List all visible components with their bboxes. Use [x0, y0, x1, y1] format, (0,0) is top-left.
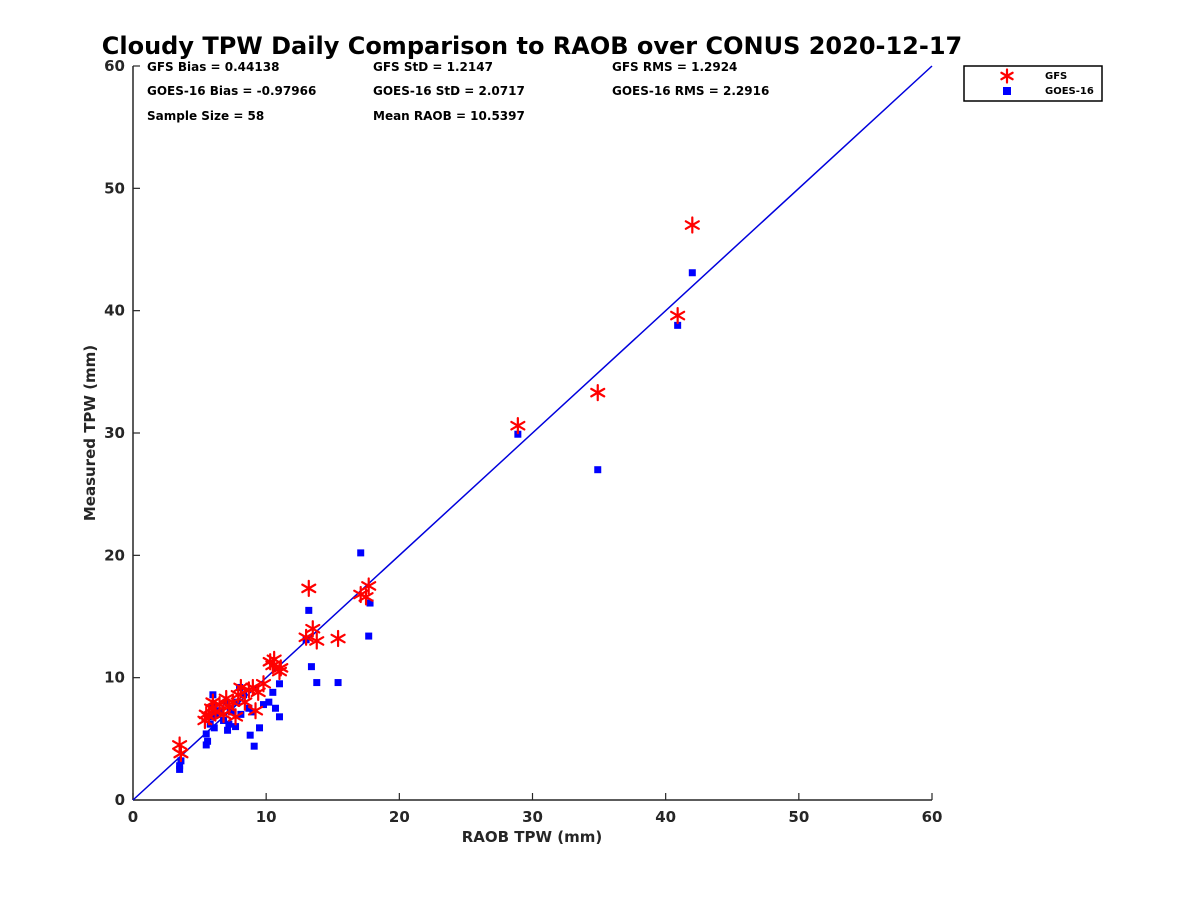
- goes-16-point: [240, 691, 248, 699]
- gfs-point: [330, 629, 346, 648]
- goes-16-point: [594, 466, 602, 474]
- legend-gfs-label: GFS: [1045, 71, 1067, 82]
- goes-16-point: [305, 606, 313, 614]
- goes-16-point: [256, 724, 264, 732]
- y-tick-label: 20: [104, 546, 125, 564]
- goes-16-point: [225, 720, 233, 728]
- stat-mean-raob: Mean RAOB = 10.5397: [373, 109, 525, 123]
- x-axis-label: RAOB TPW (mm): [462, 828, 603, 846]
- gfs-point: [233, 678, 249, 697]
- legend: GFS GOES-16: [963, 65, 1103, 102]
- y-tick-label: 0: [115, 791, 125, 809]
- legend-goes-marker: [1003, 87, 1011, 95]
- x-tick-label: 10: [256, 808, 277, 826]
- goes-16-point: [204, 737, 212, 745]
- goes-16-point: [275, 713, 283, 721]
- y-tick-label: 30: [104, 424, 125, 442]
- series-gfs: [172, 216, 700, 763]
- goes-16-point: [260, 701, 268, 709]
- gfs-point: [305, 620, 321, 638]
- gfs-point: [172, 736, 188, 754]
- goes-16-point: [313, 679, 321, 687]
- gfs-point: [237, 693, 253, 711]
- gfs-point: [361, 577, 377, 595]
- goes-16-point: [224, 726, 232, 734]
- x-tick-label: 0: [128, 808, 138, 826]
- gfs-point: [590, 384, 606, 402]
- stat-gfs-std: GFS StD = 1.2147: [373, 60, 493, 74]
- y-tick-label: 60: [104, 57, 125, 75]
- goes-16-point: [269, 688, 277, 696]
- goes-16-point: [202, 741, 210, 749]
- goes-16-point: [232, 723, 240, 731]
- gfs-point: [273, 659, 289, 677]
- gfs-point: [247, 702, 264, 720]
- legend-box: [963, 65, 1103, 102]
- goes-16-point: [229, 708, 237, 716]
- stat-gfs-bias: GFS Bias = 0.44138: [147, 60, 279, 74]
- legend-gfs-marker: [1000, 68, 1014, 84]
- gfs-point: [309, 632, 325, 650]
- stat-goes-std: GOES-16 StD = 2.0717: [373, 84, 525, 98]
- goes-16-point: [674, 321, 682, 329]
- gfs-point: [670, 306, 686, 325]
- goes-16-point: [202, 730, 210, 738]
- y-axis-label: Measured TPW (mm): [81, 345, 99, 521]
- gfs-point: [358, 588, 374, 606]
- stat-sample-size: Sample Size = 58: [147, 109, 264, 123]
- goes-16-point: [176, 765, 184, 773]
- y-tick-label: 50: [104, 179, 125, 197]
- gfs-point: [510, 417, 526, 435]
- stat-gfs-rms: GFS RMS = 1.2924: [612, 60, 737, 74]
- goes-16-point: [176, 762, 184, 770]
- goes-16-point: [688, 269, 696, 277]
- stats-block: GFS Bias = 0.44138 GFS StD = 1.2147 GFS …: [147, 60, 769, 123]
- gfs-legend-asterisk: [1000, 68, 1014, 84]
- x-tick-label: 40: [655, 808, 676, 826]
- goes-16-point: [365, 632, 373, 640]
- goes-16-point: [210, 724, 218, 732]
- gfs-point: [227, 708, 244, 726]
- goes-16-point: [265, 698, 273, 706]
- x-tick-label: 30: [522, 808, 543, 826]
- goes-16-point: [334, 679, 342, 687]
- goes-16-point: [245, 704, 253, 712]
- gfs-point: [684, 216, 700, 234]
- goes-16-point: [357, 549, 365, 557]
- y-ticks: 0 10 20 30 40 50 60: [104, 57, 140, 809]
- goes-16-point: [246, 731, 254, 739]
- goes-16-point: [271, 704, 279, 712]
- goes-16-point: [275, 680, 283, 688]
- gfs-point: [205, 693, 221, 711]
- stat-goes-bias: GOES-16 Bias = -0.97966: [147, 84, 316, 98]
- goes-16-point: [307, 663, 315, 671]
- x-tick-label: 20: [389, 808, 410, 826]
- goes-16-point: [233, 698, 241, 706]
- x-tick-label: 60: [922, 808, 943, 826]
- stat-goes-rms: GOES-16 RMS = 2.2916: [612, 84, 769, 98]
- x-ticks: 0 10 20 30 40 50 60: [128, 793, 943, 826]
- y-tick-label: 40: [104, 302, 125, 320]
- y-tick-label: 10: [104, 669, 125, 687]
- gfs-point: [173, 744, 189, 763]
- x-tick-label: 50: [788, 808, 809, 826]
- gfs-point: [301, 579, 317, 597]
- goes-16-point: [250, 742, 258, 750]
- chart-title: Cloudy TPW Daily Comparison to RAOB over…: [102, 32, 962, 60]
- legend-goes-label: GOES-16: [1045, 86, 1094, 97]
- one-to-one-line: [132, 65, 933, 801]
- gfs-point: [255, 675, 272, 693]
- goes-16-point: [366, 599, 374, 607]
